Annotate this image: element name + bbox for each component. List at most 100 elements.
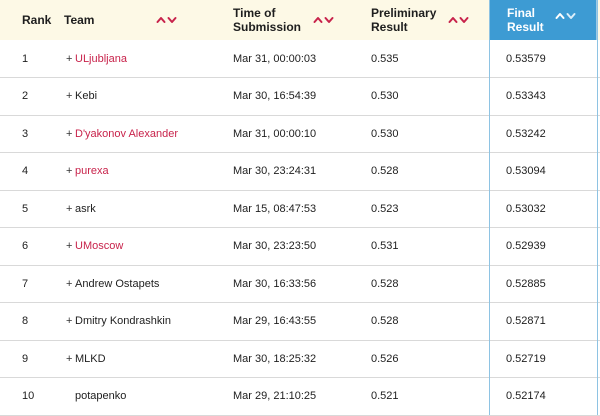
header-time-label: Time of Submission xyxy=(233,6,301,34)
team-cell: + UMoscow xyxy=(66,228,123,265)
header-rank-label: Rank xyxy=(22,13,52,27)
team-name-link[interactable]: ULjubljana xyxy=(75,52,127,65)
rank-cell: 3 xyxy=(22,127,29,140)
final-result-cell: 0.53094 xyxy=(506,165,546,177)
expand-toggle[interactable]: + xyxy=(66,315,73,327)
preliminary-result-cell: 0.535 xyxy=(371,52,399,65)
team-name: Andrew Ostapets xyxy=(75,277,160,290)
submission-time-cell: Mar 15, 08:47:53 xyxy=(233,202,317,215)
header-final-line2: Result xyxy=(507,20,544,34)
team-cell: + purexa xyxy=(66,153,109,190)
team-name-link[interactable]: UMoscow xyxy=(75,240,124,252)
header-submission-time: Time of Submission xyxy=(233,0,335,40)
submission-time-cell: Mar 30, 18:25:32 xyxy=(233,352,317,365)
submission-time-cell: Mar 30, 23:23:50 xyxy=(233,240,317,252)
sort-up-icon[interactable] xyxy=(448,16,458,24)
rank-cell: 9 xyxy=(22,352,29,365)
preliminary-result-cell: 0.523 xyxy=(371,202,399,215)
final-result-cell: 0.52885 xyxy=(506,277,546,290)
expand-toggle[interactable]: + xyxy=(66,165,73,177)
expand-toggle[interactable]: + xyxy=(66,277,73,290)
header-prelim-line2: Result xyxy=(371,20,408,34)
sort-up-icon[interactable] xyxy=(313,16,323,24)
rank-cell: 10 xyxy=(22,390,35,402)
header-final-result: Final Result xyxy=(489,0,597,40)
final-result-cell: 0.52939 xyxy=(506,240,546,252)
sort-down-icon[interactable] xyxy=(459,16,469,24)
team-name: potapenko xyxy=(75,390,127,402)
final-result-cell: 0.52719 xyxy=(506,352,546,365)
team-cell: + MLKD xyxy=(66,340,106,377)
team-cell: + asrk xyxy=(66,190,96,227)
rank-cell: 6 xyxy=(22,240,29,252)
preliminary-result-cell: 0.531 xyxy=(371,240,399,252)
table-row: 8 + Dmitry Kondrashkin Mar 29, 16:43:55 … xyxy=(0,303,600,341)
time-sort-control xyxy=(313,16,335,24)
rank-cell: 4 xyxy=(22,165,29,177)
team-cell: + ULjubljana xyxy=(66,40,127,77)
preliminary-result-cell: 0.528 xyxy=(371,277,399,290)
header-rank: Rank xyxy=(22,0,51,40)
table-row: 2 + Kebi Mar 30, 16:54:39 0.530 0.53343 xyxy=(0,78,600,116)
table-row: 4 + purexa Mar 30, 23:24:31 0.528 0.5309… xyxy=(0,153,600,191)
expand-toggle[interactable]: + xyxy=(66,52,73,65)
team-name: Kebi xyxy=(75,90,98,102)
sort-up-icon[interactable] xyxy=(555,12,565,20)
submission-time-cell: Mar 30, 16:54:39 xyxy=(233,90,317,102)
final-column-left-border xyxy=(489,0,490,415)
header-final-label: Final Result xyxy=(507,6,544,34)
prelim-sort-control xyxy=(448,16,470,24)
expand-toggle[interactable]: + xyxy=(66,90,73,102)
expand-toggle[interactable]: + xyxy=(66,240,73,252)
final-result-cell: 0.53579 xyxy=(506,52,546,65)
final-column-right-border xyxy=(597,0,598,415)
table-row: 1 + ULjubljana Mar 31, 00:00:03 0.535 0.… xyxy=(0,40,600,78)
preliminary-result-cell: 0.530 xyxy=(371,90,399,102)
sort-down-icon[interactable] xyxy=(324,16,334,24)
sort-down-icon[interactable] xyxy=(566,12,576,20)
header-time-line1: Time of xyxy=(233,6,276,20)
table-row: 5 + asrk Mar 15, 08:47:53 0.523 0.53032 xyxy=(0,190,600,228)
sort-up-icon[interactable] xyxy=(156,16,166,24)
submission-time-cell: Mar 31, 00:00:03 xyxy=(233,52,317,65)
final-result-cell: 0.53242 xyxy=(506,127,546,140)
rank-cell: 5 xyxy=(22,202,29,215)
table-row: 7 + Andrew Ostapets Mar 30, 16:33:56 0.5… xyxy=(0,265,600,303)
team-name: asrk xyxy=(75,202,96,215)
rank-cell: 7 xyxy=(22,277,29,290)
sort-down-icon[interactable] xyxy=(167,16,177,24)
header-team-label: Team xyxy=(64,13,95,27)
submission-time-cell: Mar 29, 16:43:55 xyxy=(233,315,317,327)
header-team: Team xyxy=(64,0,178,40)
rank-cell: 1 xyxy=(22,52,29,65)
rank-cell: 8 xyxy=(22,315,29,327)
expand-toggle[interactable]: + xyxy=(66,352,73,365)
header-prelim-label: Preliminary Result xyxy=(371,6,436,34)
final-result-cell: 0.53343 xyxy=(506,90,546,102)
table-header: Rank Team Time of Submission Preliminary… xyxy=(0,0,600,40)
team-cell: + Kebi xyxy=(66,78,97,115)
header-final-line1: Final xyxy=(507,6,536,20)
team-cell: potapenko xyxy=(66,378,126,415)
submission-time-cell: Mar 30, 16:33:56 xyxy=(233,277,317,290)
table-row: 6 + UMoscow Mar 30, 23:23:50 0.531 0.529… xyxy=(0,228,600,266)
submission-time-cell: Mar 30, 23:24:31 xyxy=(233,165,317,177)
team-name: Dmitry Kondrashkin xyxy=(75,315,171,327)
team-cell: + Andrew Ostapets xyxy=(66,265,159,302)
team-cell: + D'yakonov Alexander xyxy=(66,115,178,152)
team-cell: + Dmitry Kondrashkin xyxy=(66,303,171,340)
expand-toggle[interactable]: + xyxy=(66,127,73,140)
expand-toggle[interactable]: + xyxy=(66,202,73,215)
final-result-cell: 0.52174 xyxy=(506,390,546,402)
preliminary-result-cell: 0.521 xyxy=(371,390,399,402)
header-prelim-line1: Preliminary xyxy=(371,6,437,20)
submission-time-cell: Mar 29, 21:10:25 xyxy=(233,390,317,402)
table-row: 9 + MLKD Mar 30, 18:25:32 0.526 0.52719 xyxy=(0,340,600,378)
team-name-link[interactable]: D'yakonov Alexander xyxy=(75,127,178,140)
final-result-cell: 0.52871 xyxy=(506,315,546,327)
preliminary-result-cell: 0.526 xyxy=(371,352,399,365)
team-name-link[interactable]: purexa xyxy=(75,165,109,177)
submission-time-cell: Mar 31, 00:00:10 xyxy=(233,127,317,140)
team-sort-control xyxy=(156,16,178,24)
